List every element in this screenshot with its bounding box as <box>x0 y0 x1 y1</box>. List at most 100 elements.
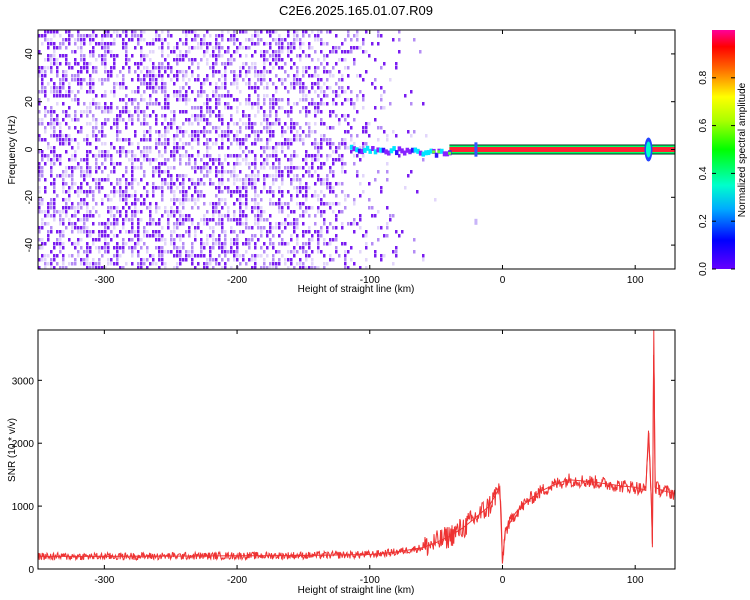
heatmap-cell <box>122 226 125 230</box>
heatmap-cell <box>83 54 86 58</box>
heatmap-cell <box>281 78 284 82</box>
heatmap-cell <box>212 126 215 130</box>
heatmap-cell <box>92 266 95 269</box>
heatmap-cell <box>41 226 44 230</box>
heatmap-cell <box>104 250 107 254</box>
heatmap-cell <box>164 126 167 130</box>
heatmap-cell <box>332 238 335 242</box>
heatmap-cell <box>206 166 209 170</box>
heatmap-cell <box>356 94 359 98</box>
heatmap-cell <box>110 190 113 194</box>
x-tick-label: -300 <box>94 575 114 586</box>
heatmap-cell <box>380 226 383 230</box>
heatmap-cell <box>242 222 245 226</box>
heatmap-cell <box>233 230 236 234</box>
heatmap-cell <box>251 266 254 269</box>
heatmap-cell <box>182 110 185 114</box>
heatmap-cell <box>227 162 230 166</box>
heatmap-cell <box>185 254 188 258</box>
y-tick-label: 0 <box>24 146 35 152</box>
heatmap-cell <box>104 50 107 54</box>
heatmap-cell <box>50 134 53 138</box>
heatmap-cell <box>365 126 368 130</box>
heatmap-cell <box>188 134 191 138</box>
heatmap-cell <box>344 146 347 150</box>
heatmap-cell <box>167 46 170 50</box>
heatmap-cell <box>257 70 260 74</box>
heatmap-cell <box>176 210 179 214</box>
heatmap-cell <box>290 130 293 134</box>
heatmap-cell <box>197 150 200 154</box>
heatmap-cell <box>227 106 230 110</box>
heatmap-cell <box>266 174 269 178</box>
heatmap-cell <box>137 166 140 170</box>
heatmap-cell <box>299 90 302 94</box>
heatmap-cell <box>143 146 146 150</box>
heatmap-cell <box>47 58 50 62</box>
heatmap-cell <box>119 186 122 190</box>
heatmap-cell <box>353 58 356 62</box>
heatmap-cell <box>149 126 152 130</box>
heatmap-cell <box>83 170 86 174</box>
heatmap-cell <box>230 246 233 250</box>
heatmap-cell <box>104 154 107 158</box>
heatmap-cell <box>179 138 182 142</box>
heatmap-cell <box>209 154 212 158</box>
heatmap-cell <box>98 182 101 186</box>
heatmap-cell <box>146 246 149 250</box>
heatmap-cell <box>317 78 320 82</box>
heatmap-cell <box>188 158 191 162</box>
heatmap-cell <box>404 186 407 190</box>
heatmap-cell <box>77 90 80 94</box>
colorbar-gradient <box>712 30 735 269</box>
heatmap-cell <box>125 110 128 114</box>
heatmap-cell <box>206 118 209 122</box>
heatmap-cell <box>80 78 83 82</box>
heatmap-cell <box>176 150 179 154</box>
heatmap-cell <box>296 202 299 206</box>
heatmap-cell <box>173 254 176 258</box>
heatmap-cell <box>392 250 395 254</box>
heatmap-cell <box>89 90 92 94</box>
heatmap-cell <box>155 234 158 238</box>
heatmap-cell <box>83 102 86 106</box>
heatmap-cell <box>182 194 185 198</box>
heatmap-cell <box>233 250 236 254</box>
heatmap-cell <box>299 38 302 42</box>
heatmap-cell <box>281 98 284 102</box>
heatmap-cell <box>170 206 173 210</box>
heatmap-cell <box>290 222 293 226</box>
heatmap-cell <box>311 238 314 242</box>
heatmap-cell <box>236 198 239 202</box>
heatmap-cell <box>203 54 206 58</box>
heatmap-cell <box>47 206 50 210</box>
heatmap-cell <box>338 182 341 186</box>
heatmap-cell <box>68 190 71 194</box>
heatmap-cell <box>332 90 335 94</box>
heatmap-cell <box>125 102 128 106</box>
heatmap-cell <box>50 38 53 42</box>
heatmap-cell <box>182 242 185 246</box>
heatmap-cell <box>167 138 170 142</box>
heatmap-cell <box>80 46 83 50</box>
heatmap-cell <box>218 198 221 202</box>
heatmap-cell <box>380 258 383 262</box>
heatmap-cell <box>110 214 113 218</box>
heatmap-cell <box>275 30 278 34</box>
heatmap-cell <box>80 38 83 42</box>
heatmap-cell <box>293 226 296 230</box>
heatmap-cell <box>254 34 257 38</box>
heatmap-cell <box>212 214 215 218</box>
heatmap-cell <box>101 178 104 182</box>
heatmap-cell <box>317 250 320 254</box>
heatmap-cell <box>278 142 281 146</box>
heatmap-cell <box>338 46 341 50</box>
heatmap-cell <box>269 146 272 150</box>
heatmap-cell <box>65 266 68 269</box>
heatmap-cell <box>203 182 206 186</box>
heatmap-cell <box>266 114 269 118</box>
heatmap-cell <box>305 250 308 254</box>
heatmap-cell <box>221 258 224 262</box>
heatmap-cell <box>188 58 191 62</box>
heatmap-cell <box>386 178 389 182</box>
